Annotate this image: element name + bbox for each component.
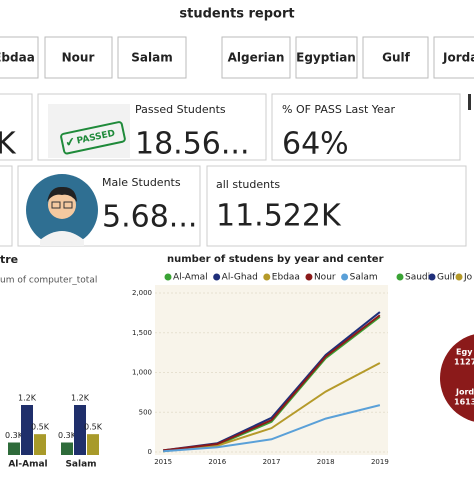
chart-title: tre <box>0 253 18 266</box>
slicer-button[interactable] <box>362 36 429 79</box>
legend-marker <box>164 273 172 281</box>
card-value: 64% <box>282 127 349 162</box>
bar <box>21 405 33 455</box>
bar <box>87 434 99 455</box>
x-tick-label: Salam <box>65 460 96 470</box>
pie-fragment <box>440 334 474 422</box>
slicer-label[interactable]: Nour <box>62 51 95 65</box>
value-label: 1.2K <box>71 394 90 403</box>
legend-label: Jo <box>463 273 473 283</box>
card-label: Male Students <box>102 176 181 189</box>
slicer-button[interactable] <box>0 36 39 79</box>
legend-label: Al-Ghad <box>222 273 258 283</box>
avatar-glasses <box>51 201 61 209</box>
plot-area <box>155 285 388 455</box>
card-value: 5.68... <box>102 200 197 235</box>
card <box>0 165 13 247</box>
value-label: 0.3K <box>58 431 77 440</box>
x-tick-label: 2017 <box>263 458 281 466</box>
value-label: 0.5K <box>84 423 103 432</box>
slicer-label[interactable]: Jorda <box>442 51 474 65</box>
legend-marker <box>455 273 463 281</box>
passed-image <box>48 104 130 158</box>
edge-fragment <box>468 94 471 110</box>
card-value: 11.522K <box>216 199 342 234</box>
slicer-button[interactable] <box>295 36 358 79</box>
legend-label: Al-Amal <box>173 273 208 283</box>
stamp-check: ✔ <box>64 134 77 150</box>
legend-marker <box>213 273 221 281</box>
legend-label: Ebdaa <box>272 273 300 283</box>
card <box>206 165 467 247</box>
bar <box>74 405 86 455</box>
slicer-button[interactable] <box>433 36 474 79</box>
slicer-label[interactable]: Salam <box>131 51 172 65</box>
legend-label: Saudi <box>405 273 430 283</box>
slicer-button[interactable] <box>221 36 291 79</box>
line <box>163 314 381 452</box>
pie-label: Jord <box>455 388 474 397</box>
avatar-body <box>40 231 84 246</box>
pie-value: 1127 <box>454 358 474 367</box>
avatar-face <box>48 191 76 219</box>
legend-marker <box>341 273 349 281</box>
x-tick-label: 2018 <box>317 458 335 466</box>
card-value: 18.56... <box>135 127 250 162</box>
card <box>0 93 33 161</box>
y-tick-label: 2,000 <box>132 289 152 297</box>
report-title: students report <box>179 7 294 22</box>
value-label: 0.5K <box>31 423 50 432</box>
avatar <box>26 174 98 246</box>
y-tick-label: 500 <box>139 408 152 416</box>
legend-marker <box>428 273 436 281</box>
card-label: % OF PASS Last Year <box>282 103 396 116</box>
pie-label: Egy <box>456 348 473 357</box>
slicer-button[interactable] <box>117 36 187 79</box>
slicer-label[interactable]: Gulf <box>382 51 411 65</box>
legend-label: Salam <box>350 273 378 283</box>
line <box>163 362 381 453</box>
slicer-label[interactable]: Algerian <box>228 51 285 65</box>
bar <box>8 442 20 455</box>
legend-label: Gulf <box>437 273 456 283</box>
x-tick-label: 2015 <box>154 458 172 466</box>
line <box>163 404 381 453</box>
card <box>271 93 461 161</box>
avatar-hair <box>47 186 77 202</box>
x-tick-label: 2016 <box>208 458 226 466</box>
y-tick-label: 1,500 <box>132 329 152 337</box>
chart-title: number of studens by year and center <box>167 254 384 265</box>
bar <box>34 434 46 455</box>
legend-marker <box>263 273 271 281</box>
legend-label: Nour <box>314 273 336 283</box>
value-label: 0.3K <box>5 431 24 440</box>
card-value: K <box>0 127 17 162</box>
chart-subtitle: um of computer_total <box>0 276 97 286</box>
card-label: Passed Students <box>135 103 226 116</box>
slicer-button[interactable] <box>44 36 113 79</box>
slicer-label[interactable]: Egyptian <box>296 51 356 65</box>
pie-value: 1613 <box>454 398 474 407</box>
x-tick-label: 2019 <box>371 458 389 466</box>
bar <box>61 442 73 455</box>
avatar-glasses <box>63 201 73 209</box>
x-tick-label: Al-Amal <box>8 460 47 470</box>
slicer-label[interactable]: Ebdaa <box>0 51 35 65</box>
legend-marker <box>396 273 404 281</box>
card-label: all students <box>216 178 280 191</box>
y-tick-label: 0 <box>148 448 152 456</box>
y-tick-label: 1,000 <box>132 369 152 377</box>
value-label: 1.2K <box>18 394 37 403</box>
legend-marker <box>305 273 313 281</box>
stamp-border <box>60 121 126 155</box>
